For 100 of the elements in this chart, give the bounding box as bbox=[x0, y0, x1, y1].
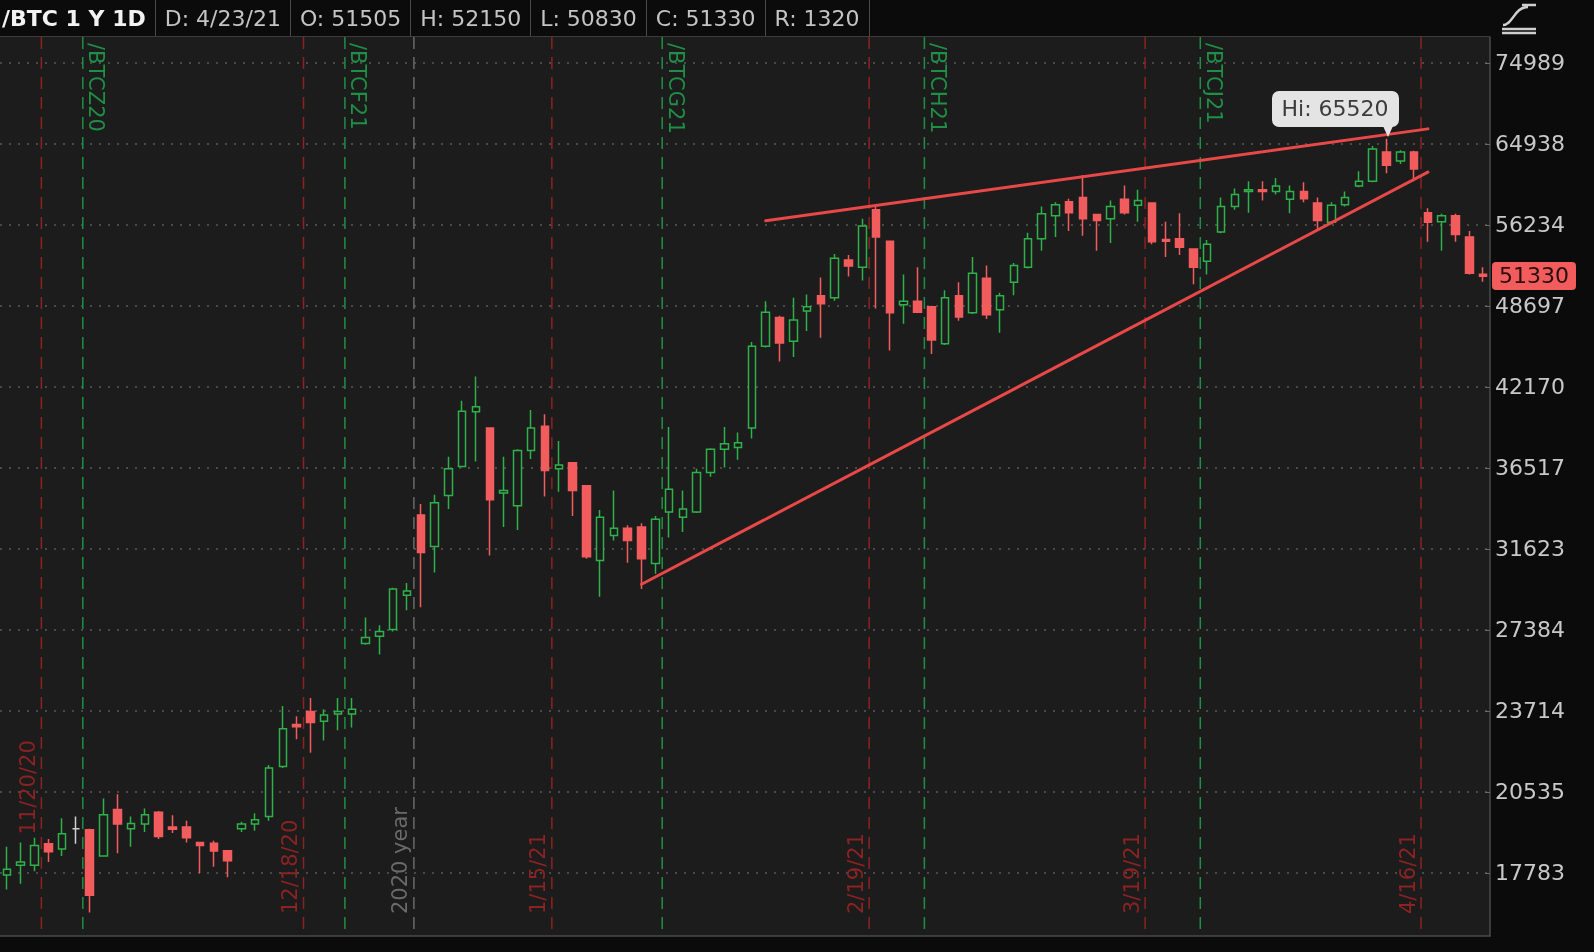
candlestick bbox=[305, 697, 316, 754]
annotation: /BTCJ21 bbox=[1201, 43, 1226, 124]
candlestick bbox=[705, 447, 716, 478]
candlestick bbox=[402, 582, 412, 611]
candlestick bbox=[388, 587, 398, 633]
candlestick bbox=[678, 489, 688, 533]
annotation: 1/15/21 bbox=[526, 833, 551, 914]
text: 51330 bbox=[1492, 262, 1576, 291]
candlestick bbox=[1271, 177, 1281, 196]
candlestick bbox=[1064, 197, 1074, 232]
candlestick bbox=[1381, 138, 1392, 174]
candlestick bbox=[181, 820, 192, 844]
y-tick-label: 23714 bbox=[1495, 698, 1565, 724]
candlestick bbox=[1147, 201, 1157, 246]
annotation: 12/18/20 bbox=[278, 819, 303, 914]
candlestick bbox=[733, 431, 743, 461]
candlestick bbox=[995, 292, 1005, 334]
candlestick bbox=[457, 400, 467, 469]
candlestick bbox=[29, 837, 40, 872]
candlestick bbox=[1423, 207, 1433, 243]
candlestick bbox=[443, 455, 454, 510]
candlestick bbox=[664, 426, 674, 539]
candlestick bbox=[1188, 247, 1199, 285]
candlestick bbox=[1285, 184, 1295, 214]
candlestick bbox=[898, 273, 909, 325]
candlestick bbox=[1105, 199, 1116, 244]
y-tick-label: 36517 bbox=[1495, 455, 1565, 481]
candlestick bbox=[650, 515, 661, 575]
y-tick-label: 42170 bbox=[1495, 374, 1565, 400]
candlestick bbox=[209, 840, 219, 868]
y-tick-label: 48697 bbox=[1495, 293, 1565, 319]
candlestick bbox=[1202, 239, 1212, 276]
candlestick bbox=[1174, 212, 1185, 256]
candlestick bbox=[829, 253, 840, 302]
candlestick bbox=[954, 281, 964, 322]
text: H: 52150 bbox=[411, 0, 532, 36]
candlestick bbox=[15, 841, 26, 885]
candlestick bbox=[540, 413, 550, 498]
candlestick bbox=[429, 494, 440, 574]
candlestick bbox=[526, 409, 536, 460]
candlestick bbox=[554, 440, 564, 493]
candlestick bbox=[885, 239, 895, 352]
candlestick bbox=[1464, 230, 1475, 276]
annotation: /BTCF21 bbox=[346, 43, 371, 130]
candlestick bbox=[471, 375, 481, 463]
y-tick-label: 64938 bbox=[1495, 131, 1565, 157]
candlestick bbox=[1050, 201, 1061, 238]
candlestick bbox=[485, 426, 495, 557]
candlestick bbox=[1436, 213, 1447, 252]
candlestick bbox=[747, 341, 757, 440]
y-tick-label: 20535 bbox=[1495, 779, 1565, 805]
candlestick bbox=[195, 840, 205, 874]
candlestick bbox=[581, 484, 592, 560]
candlestick bbox=[374, 624, 385, 656]
candlestick bbox=[1230, 187, 1240, 211]
candlestick bbox=[622, 524, 633, 564]
annotation: Hi: 65520 bbox=[1271, 90, 1399, 127]
candlestick bbox=[1367, 145, 1378, 184]
annotation: 4/16/21 bbox=[1395, 833, 1420, 914]
candlestick bbox=[802, 293, 812, 332]
candlestick bbox=[595, 509, 605, 598]
candlestick bbox=[871, 205, 881, 310]
text: L: 50830 bbox=[531, 0, 647, 36]
text: O: 51505 bbox=[290, 0, 412, 36]
y-tick-label: 17783 bbox=[1495, 860, 1565, 886]
candlestick bbox=[609, 489, 619, 542]
candlestick bbox=[981, 264, 992, 320]
candlestick bbox=[940, 289, 950, 346]
candlestick bbox=[167, 814, 178, 834]
text: C: 51330 bbox=[646, 0, 766, 36]
candlestick bbox=[567, 461, 578, 517]
candlestick bbox=[264, 764, 274, 822]
text: R: 1320 bbox=[765, 0, 870, 36]
annotation: 2020 year bbox=[388, 806, 413, 914]
y-tick-label: 56234 bbox=[1495, 212, 1565, 238]
candlestick bbox=[1354, 170, 1364, 188]
candlestick bbox=[291, 715, 302, 741]
candlestick bbox=[719, 426, 730, 469]
candlestick bbox=[84, 827, 95, 914]
candlestick bbox=[1216, 196, 1226, 235]
candlestick bbox=[912, 266, 923, 314]
candlestick bbox=[1133, 188, 1143, 223]
annotation: 2/19/21 bbox=[843, 833, 868, 914]
candlestick bbox=[774, 315, 785, 363]
candlestick bbox=[816, 276, 826, 339]
candlestick bbox=[1395, 149, 1406, 165]
candlestick bbox=[416, 503, 426, 608]
candlestick bbox=[498, 455, 509, 528]
candlestick bbox=[236, 820, 247, 833]
chart-title: /BTC 1 Y 1D bbox=[0, 0, 156, 36]
candlestick bbox=[1243, 180, 1254, 214]
candlestick bbox=[1036, 205, 1047, 252]
candlestick bbox=[140, 807, 150, 833]
candlestick bbox=[512, 448, 523, 531]
y-tick-label: 27384 bbox=[1495, 617, 1565, 643]
candlestick bbox=[1009, 262, 1019, 296]
candlestick bbox=[636, 522, 647, 590]
candlestick bbox=[43, 838, 54, 863]
candlestick bbox=[347, 697, 357, 729]
candlestick bbox=[333, 697, 343, 732]
